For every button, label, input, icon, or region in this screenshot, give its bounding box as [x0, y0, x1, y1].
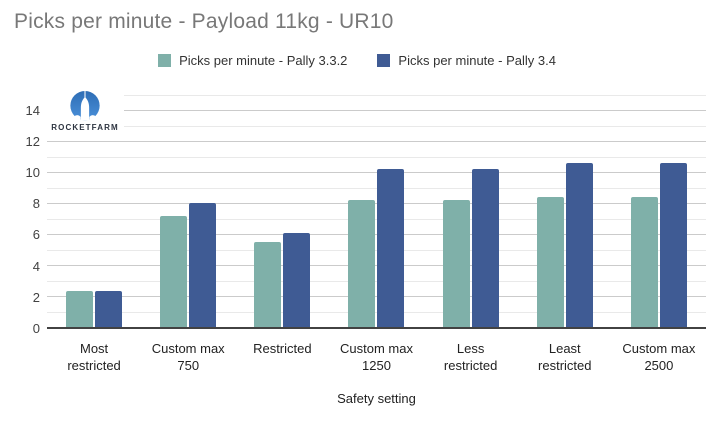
- legend-swatch-pally-332: [158, 54, 172, 67]
- rocketfarm-logo-text: ROCKETFARM: [51, 123, 119, 132]
- chart-title: Picks per minute - Payload 11kg - UR10: [14, 10, 394, 33]
- y-gridline-7: [47, 218, 706, 220]
- bar-series-0-cat-6: [630, 197, 658, 327]
- y-tick-label-2: 2: [32, 289, 40, 305]
- y-gridline-3: [47, 280, 706, 282]
- y-gridline-14: [47, 110, 706, 112]
- y-gridline-10: [47, 172, 706, 174]
- y-tick-label-6: 6: [32, 227, 40, 243]
- chart-legend: Picks per minute - Pally 3.3.2 Picks per…: [0, 53, 714, 68]
- bar-group-2: [235, 95, 329, 327]
- bar-series-1-cat-4: [471, 169, 499, 327]
- x-category-label-2: Restricted: [253, 341, 312, 356]
- x-axis-category-labels: Most restricted Custom max 750 Restricted Cus…: [47, 340, 706, 374]
- x-category-label-6: Custom max 2500: [622, 341, 696, 373]
- x-category-label-3: Custom max 1250: [340, 341, 413, 373]
- y-tick-label-4: 4: [32, 258, 40, 274]
- y-gridline-15: [47, 95, 706, 96]
- legend-label-pally-332: Picks per minute - Pally 3.3.2: [179, 53, 348, 68]
- bar-series-1-cat-3: [377, 169, 405, 327]
- bar-series-0-cat-0: [66, 291, 94, 327]
- legend-swatch-pally-34: [377, 54, 391, 67]
- y-tick-label-0: 0: [32, 321, 40, 336]
- bar-series-0-cat-4: [442, 200, 470, 327]
- bar-series-1-cat-1: [189, 203, 217, 327]
- y-tick-label-8: 8: [32, 196, 40, 212]
- y-gridline-2: [47, 296, 706, 298]
- bar-group-4: [424, 95, 518, 327]
- y-gridline-12: [47, 141, 706, 143]
- y-gridline-9: [47, 187, 706, 189]
- bar-group-3: [329, 95, 423, 327]
- legend-label-pally-34: Picks per minute - Pally 3.4: [398, 53, 556, 68]
- bar-series-1-cat-6: [659, 163, 687, 327]
- x-category-label-0: Most restricted: [67, 341, 121, 373]
- y-gridline-11: [47, 156, 706, 158]
- bar-series-1-cat-0: [95, 291, 123, 327]
- y-gridline-1: [47, 311, 706, 313]
- x-axis-title: Safety setting: [337, 391, 416, 406]
- y-gridline-8: [47, 203, 706, 205]
- y-gridline-4: [47, 265, 706, 267]
- plot-area: [47, 95, 706, 329]
- x-category-label-1: Custom max 750: [151, 341, 225, 373]
- legend-item-pally-332: Picks per minute - Pally 3.3.2: [158, 53, 347, 68]
- y-tick-label-12: 12: [25, 133, 40, 149]
- y-gridline-5: [47, 249, 706, 251]
- bar-group-5: [518, 95, 612, 327]
- rocketfarm-rocket-icon: [70, 91, 100, 121]
- y-gridline-6: [47, 234, 706, 236]
- bar-series-0-cat-1: [160, 215, 188, 327]
- bar-group-0: [47, 95, 141, 327]
- y-tick-label-10: 10: [25, 165, 40, 181]
- bar-series-0-cat-2: [254, 241, 282, 327]
- bar-group-6: [612, 95, 706, 327]
- y-gridline-13: [47, 125, 706, 127]
- x-category-label-5: Least restricted: [538, 341, 592, 373]
- legend-item-pally-34: Picks per minute - Pally 3.4: [377, 53, 556, 68]
- y-axis: 0 2 4 6 8 10 12 14: [0, 95, 40, 336]
- bar-series-1-cat-5: [565, 163, 593, 327]
- rocketfarm-logo: ROCKETFARM: [46, 91, 124, 137]
- y-tick-label-14: 14: [25, 102, 40, 118]
- x-category-label-4: Less restricted: [443, 341, 498, 373]
- bars-layer: [47, 95, 706, 327]
- bar-series-0-cat-5: [536, 197, 564, 327]
- bar-series-1-cat-2: [283, 232, 311, 327]
- bar-group-1: [141, 95, 235, 327]
- bar-series-0-cat-3: [348, 200, 376, 327]
